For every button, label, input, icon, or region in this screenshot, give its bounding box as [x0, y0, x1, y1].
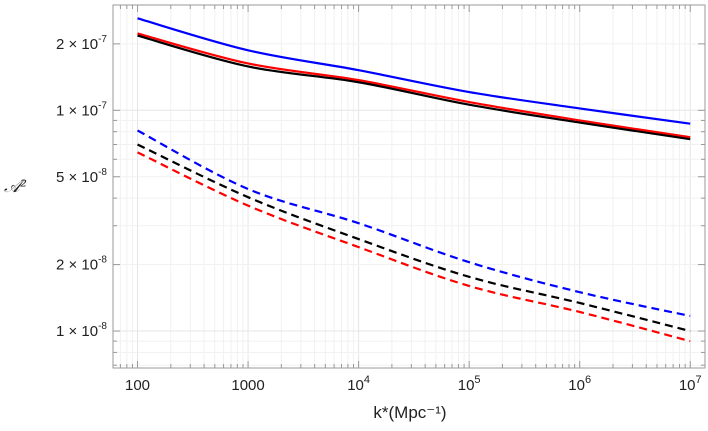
grid [112, 4, 705, 368]
ticks: 100 1000 104 105 106 107 2 × 10-7 1 × 10-7 5 × 1… [56, 4, 705, 394]
x-tick-label: 104 [347, 374, 370, 394]
x-tick-label: 106 [568, 374, 591, 394]
y-tick-label: 1 × 10-7 [56, 100, 107, 119]
series-group [137, 17, 691, 343]
y-tick-label: 1 × 10-8 [56, 321, 107, 340]
series-line-6 [137, 151, 691, 343]
plot-frame [112, 4, 706, 369]
x-tick-label: 1000 [231, 377, 264, 394]
series-line-4 [137, 129, 691, 318]
y-tick-label: 2 × 10-8 [56, 255, 107, 274]
y-axis-label: 𝒜² [4, 177, 27, 197]
y-tick-label: 2 × 10-7 [56, 34, 107, 53]
series-line-5 [137, 143, 691, 333]
x-tick-label: 105 [458, 374, 481, 394]
x-tick-label: 107 [679, 374, 702, 394]
x-tick-label: 100 [125, 377, 150, 394]
x-axis-label: k*(Mpc⁻¹) [373, 403, 446, 422]
series-line-1 [137, 17, 691, 125]
series-line-2 [137, 32, 691, 139]
series-line-3 [137, 34, 691, 141]
y-tick-label: 5 × 10-8 [56, 167, 107, 186]
